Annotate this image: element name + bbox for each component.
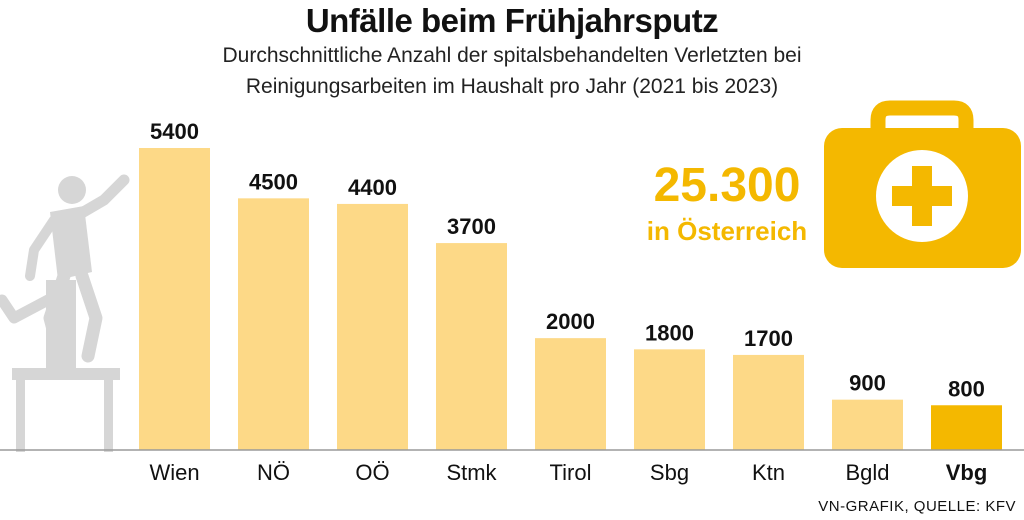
bar-ktn [733, 354, 804, 450]
value-label-nö: 4500 [249, 169, 298, 194]
value-label-bgld: 900 [849, 371, 886, 396]
value-label-oö: 4400 [348, 175, 397, 200]
bar-stmk [436, 243, 507, 450]
bar-tirol [535, 338, 606, 450]
chart-title: Unfälle beim Frühjahrsputz [305, 2, 719, 39]
source-credit: VN-GRAFIK, QUELLE: KFV [818, 498, 1016, 515]
value-label-stmk: 3700 [447, 214, 496, 239]
category-label-ktn: Ktn [752, 460, 785, 485]
category-label-tirol: Tirol [550, 460, 592, 485]
category-label-vbg: Vbg [946, 460, 988, 485]
bar-oö [337, 203, 408, 450]
chart-subtitle-line-2: Reinigungsarbeiten im Haushalt pro Jahr … [245, 75, 779, 98]
category-label-nö: NÖ [257, 460, 290, 485]
category-label-sbg: Sbg [650, 460, 689, 485]
category-label-bgld: Bgld [845, 460, 889, 485]
bar-wien [139, 148, 210, 450]
value-label-tirol: 2000 [546, 309, 595, 334]
bar-bgld [832, 399, 903, 450]
value-label-ktn: 1700 [744, 326, 793, 351]
category-label-oö: OÖ [355, 460, 389, 485]
bar-sbg [634, 349, 705, 450]
total-value: 25.300 [653, 159, 801, 212]
value-label-sbg: 1800 [645, 320, 694, 345]
category-label-stmk: Stmk [446, 460, 497, 485]
category-label-wien: Wien [149, 460, 199, 485]
total-label: in Österreich [646, 216, 808, 246]
bar-nö [238, 198, 309, 450]
value-label-wien: 5400 [150, 119, 199, 144]
person-on-chair-icon [0, 174, 130, 452]
bar-vbg [931, 405, 1002, 450]
first-aid-kit-icon [824, 100, 1021, 268]
chart-subtitle-line-1: Durchschnittliche Anzahl der spitalsbeha… [222, 44, 802, 67]
value-label-vbg: 800 [948, 376, 985, 401]
